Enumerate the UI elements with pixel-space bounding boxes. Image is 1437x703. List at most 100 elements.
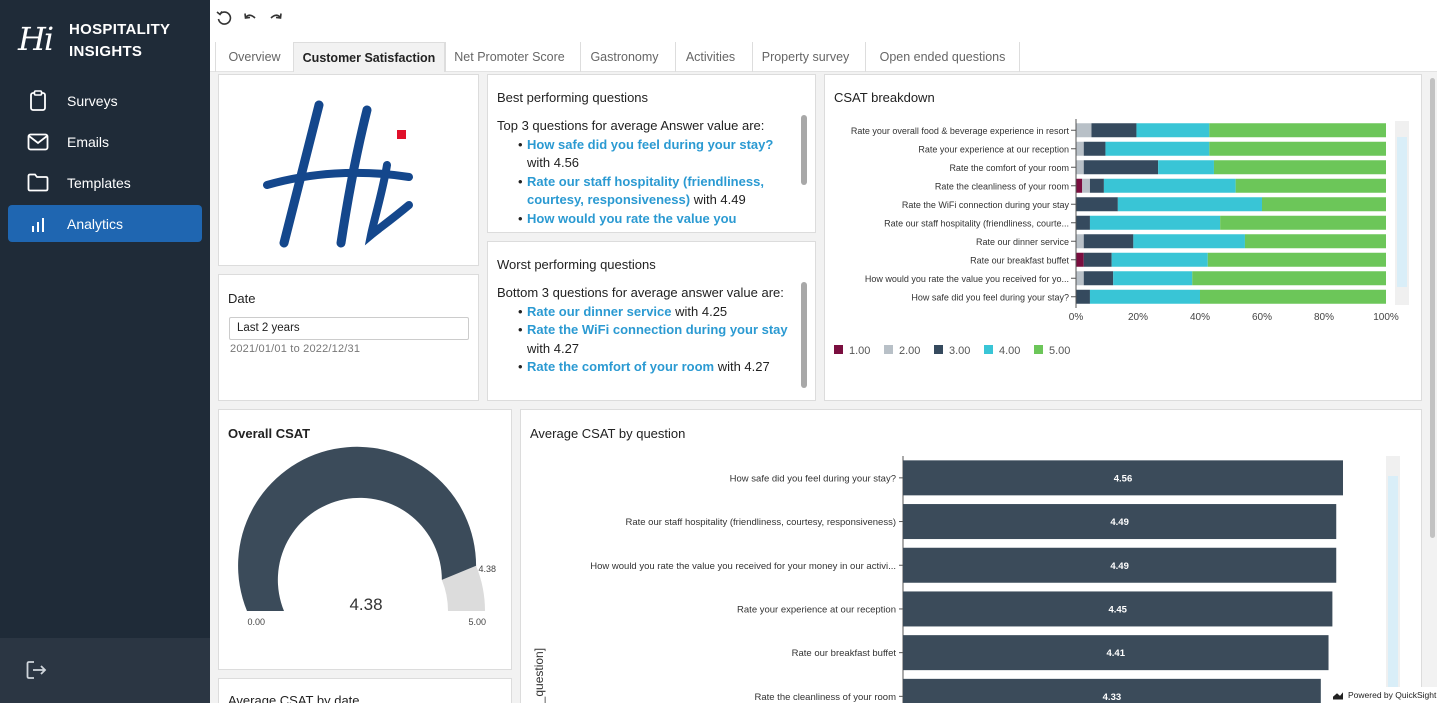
tab-open-ended-questions[interactable]: Open ended questions [865, 42, 1020, 72]
clipboard-icon [26, 89, 50, 112]
stacked-bar-segment [1111, 252, 1208, 267]
legend-swatch [884, 345, 893, 354]
sidebar-item-surveys[interactable]: Surveys [8, 82, 202, 119]
stacked-bar-segment [1076, 271, 1084, 286]
sidebar-item-templates[interactable]: Templates [8, 164, 202, 201]
stacked-bar-segment [1076, 234, 1084, 249]
bar-data-label: 4.49 [1110, 561, 1129, 572]
stacked-bar-segment [1089, 178, 1104, 193]
stacked-bar-segment [1117, 197, 1262, 212]
tab-overview[interactable]: Overview [215, 42, 293, 72]
x-tick-label: 20% [1128, 312, 1148, 323]
list-item: How would you rate the value you [518, 210, 795, 229]
question-score: with 4.56 [527, 155, 580, 170]
y-tick-label: Rate the WiFi connection during your sta… [902, 200, 1070, 210]
avg-csat-by-date-title: Average CSAT by date [228, 693, 360, 703]
legend-label: 1.00 [849, 345, 870, 357]
quicksight-icon [1333, 690, 1343, 700]
legend-label: 3.00 [949, 345, 970, 357]
bar [903, 678, 1321, 703]
tab-property-survey[interactable]: Property survey [752, 42, 858, 72]
undo-icon[interactable] [241, 10, 259, 28]
stacked-bar-segment [1262, 197, 1386, 212]
y-tick-label: How safe did you feel during your stay? [730, 473, 896, 484]
question-score: with 4.27 [527, 340, 580, 356]
stacked-bar-segment [1158, 160, 1214, 175]
stacked-bar-segment [1076, 160, 1084, 175]
gauge-remaining-arc [441, 565, 485, 611]
toolbar [210, 0, 1437, 38]
tab-net-promoter-score[interactable]: Net Promoter Score [445, 42, 573, 72]
sidebar: Hi HOSPITALITY INSIGHTS Surveys Emails T… [0, 0, 210, 703]
stacked-bar-segment [1113, 271, 1193, 286]
question-link[interactable]: How would you rate the value you [527, 210, 737, 226]
tab-gastronomy[interactable]: Gastronomy [580, 42, 668, 72]
stacked-bar-segment [1133, 234, 1245, 249]
hi-logo-image [263, 100, 413, 248]
best-performing-intro: Top 3 questions for average Answer value… [497, 118, 765, 133]
best-performing-card: Best performing questions Top 3 question… [487, 74, 816, 233]
y-tick-label: Rate the comfort of your room [949, 163, 1069, 173]
question-link[interactable]: Rate the WiFi connection during your sta… [527, 322, 788, 337]
page-scrollbar-thumb[interactable] [1430, 78, 1435, 538]
powered-by-text: Powered by QuickSight [1348, 690, 1437, 700]
sidebar-item-emails[interactable]: Emails [8, 123, 202, 160]
legend-swatch [1034, 345, 1043, 354]
sidebar-item-analytics[interactable]: Analytics [8, 205, 202, 242]
overall-csat-title: Overall CSAT [228, 426, 311, 441]
date-range-select[interactable]: Last 2 years [229, 317, 469, 340]
legend-swatch [934, 345, 943, 354]
reset-icon[interactable] [215, 10, 233, 28]
date-filter-title: Date [228, 291, 256, 306]
logout-icon[interactable] [26, 660, 48, 685]
question-link[interactable]: How safe did you feel during your stay? [527, 136, 774, 152]
y-tick-label: Rate our staff hospitality (friendliness… [884, 218, 1069, 228]
tab-customer-satisfaction[interactable]: Customer Satisfaction [293, 42, 445, 72]
stacked-bar-segment [1136, 123, 1210, 138]
legend-label: 4.00 [999, 345, 1020, 357]
sidebar-footer [0, 638, 210, 703]
stacked-bar-segment [1105, 141, 1210, 156]
redo-icon[interactable] [267, 10, 285, 28]
stacked-bar-segment [1235, 178, 1386, 193]
y-tick-label: Rate your experience at our reception [918, 144, 1069, 154]
question-link[interactable]: Rate our staff hospitality (friendliness… [527, 173, 764, 208]
stacked-bar-segment [1076, 215, 1090, 230]
sidebar-item-label: Surveys [67, 92, 118, 109]
x-tick-label: 0% [1069, 312, 1084, 323]
avg-csat-by-question-chart: d_question] How safe did you feel during … [532, 456, 1400, 703]
legend-label: 5.00 [1049, 345, 1070, 357]
y-tick-label: Rate our dinner service [976, 237, 1069, 247]
stacked-bar-segment [1083, 252, 1112, 267]
stacked-bar-segment [1209, 123, 1386, 138]
chart-scrollbar-thumb [1397, 137, 1407, 287]
brand-line-1: HOSPITALITY [69, 21, 171, 38]
worst-performing-body: Bottom 3 questions for average answer va… [497, 284, 795, 377]
stacked-bar-segment [1076, 197, 1118, 212]
bar [903, 635, 1329, 671]
page-scrollbar[interactable] [1428, 72, 1437, 703]
mail-icon [26, 131, 50, 153]
question-link[interactable]: Rate our dinner service [527, 303, 672, 319]
overall-csat-gauge: 4.38 0.00 5.00 4.38 [238, 446, 496, 627]
stacked-bar-segment [1083, 160, 1159, 175]
tab-activities[interactable]: Activities [675, 42, 745, 72]
stacked-bar-segment [1076, 252, 1084, 267]
question-link[interactable]: Rate the comfort of your room [527, 359, 715, 374]
bar [903, 460, 1343, 496]
date-filter-card: Date Last 2 years 2021/01/01 to 2022/12/… [218, 274, 479, 401]
stacked-bar-segment [1091, 123, 1137, 138]
legend-swatch [984, 345, 993, 354]
y-tick-label: Rate our staff hospitality (friendliness… [625, 517, 896, 528]
bar [903, 504, 1337, 540]
stacked-bar-segment [1220, 215, 1386, 230]
stacked-bar-segment [1089, 289, 1200, 304]
scrollbar[interactable] [801, 282, 807, 388]
gauge-value-label: 4.38 [349, 595, 382, 614]
bar [903, 591, 1333, 627]
y-tick-label: Rate your overall food & beverage experi… [851, 126, 1070, 136]
stacked-bar-segment [1082, 178, 1090, 193]
x-tick-label: 40% [1190, 312, 1210, 323]
sidebar-item-label: Templates [67, 174, 131, 191]
scrollbar[interactable] [801, 115, 807, 185]
